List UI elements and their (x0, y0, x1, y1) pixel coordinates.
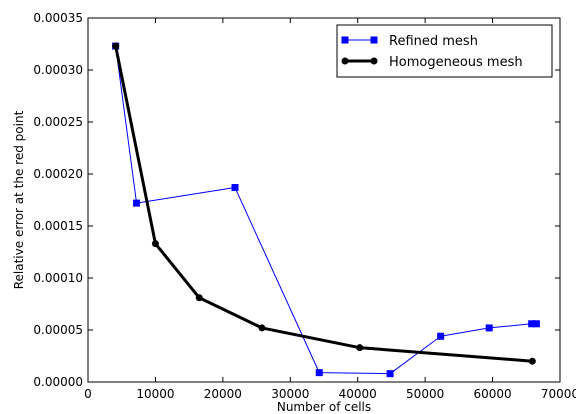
y-tick-label: 0.00015 (33, 219, 83, 233)
series-1-point (231, 184, 239, 192)
y-tick-label: 0.00035 (33, 11, 83, 25)
legend-marker (341, 36, 349, 44)
series-1-point (315, 369, 323, 377)
series-line-2 (114, 45, 533, 363)
y-axis: 0.00000 0.00005 0.00010 0.00015 0.00020 0.000… (33, 11, 560, 389)
legend-label: Refined mesh (389, 34, 478, 49)
legend: Refined mesh Homogeneous mesh (336, 24, 553, 78)
x-tick-label: 40000 (339, 387, 377, 401)
x-tick-label: 20000 (204, 387, 242, 401)
y-tick-label: 0.00005 (33, 323, 83, 337)
legend-label: Homogeneous mesh (389, 55, 523, 70)
x-tick-label: 10000 (136, 387, 174, 401)
x-tick-label: 50000 (406, 387, 444, 401)
x-tick-label: 60000 (473, 387, 511, 401)
series-2-point (151, 240, 159, 248)
series-2-point (528, 357, 536, 365)
legend-marker (370, 36, 378, 44)
series-2-point (258, 324, 266, 332)
y-tick-label: 0.00030 (33, 63, 83, 77)
series-1-point (485, 324, 493, 332)
x-tick-label: 30000 (271, 387, 309, 401)
series-1-point (386, 370, 394, 378)
series-2-point (356, 344, 364, 352)
x-axis-label: Number of cells (277, 400, 371, 414)
series-1-point (532, 320, 540, 328)
series-1-point (437, 332, 445, 340)
series-1-point (528, 320, 536, 328)
series-1-point (133, 199, 141, 207)
y-tick-label: 0.00010 (33, 271, 83, 285)
y-tick-label: 0.00025 (33, 115, 83, 129)
x-tick-label: 0 (84, 387, 92, 401)
legend-box (336, 24, 553, 78)
x-axis: 0 10000 20000 30000 40000 50000 60000 70000 (84, 18, 576, 401)
series-2-point (112, 42, 120, 50)
plot-background (88, 18, 560, 382)
y-tick-label: 0.00000 (33, 375, 83, 389)
legend-marker (370, 57, 378, 65)
y-tick-label: 0.00020 (33, 167, 83, 181)
x-tick-label: 70000 (541, 387, 576, 401)
y-axis-label: Relative error at the red point (12, 110, 26, 289)
legend-marker (341, 57, 349, 65)
series-2-point (195, 294, 203, 302)
plot-frame (87, 17, 561, 383)
series-layer (112, 42, 540, 378)
